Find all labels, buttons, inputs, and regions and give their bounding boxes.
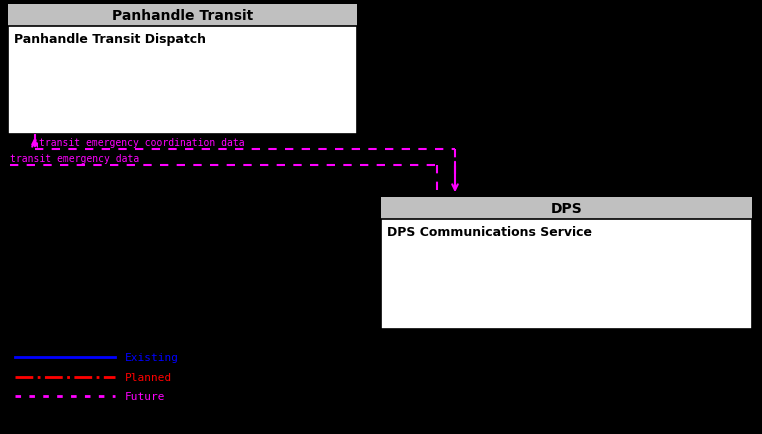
- Text: Panhandle Transit: Panhandle Transit: [112, 9, 253, 23]
- Text: Existing: Existing: [125, 352, 179, 362]
- Text: Panhandle Transit Dispatch: Panhandle Transit Dispatch: [14, 33, 206, 46]
- Bar: [381, 197, 752, 220]
- Bar: [8, 5, 357, 27]
- Bar: [381, 197, 752, 329]
- Text: Planned: Planned: [125, 372, 172, 382]
- Text: DPS Communications Service: DPS Communications Service: [387, 226, 592, 238]
- Text: transit emergency coordination data: transit emergency coordination data: [39, 138, 245, 148]
- Text: DPS: DPS: [551, 201, 582, 216]
- Text: transit emergency data: transit emergency data: [10, 154, 139, 164]
- Text: Future: Future: [125, 391, 165, 401]
- Bar: [8, 5, 357, 135]
